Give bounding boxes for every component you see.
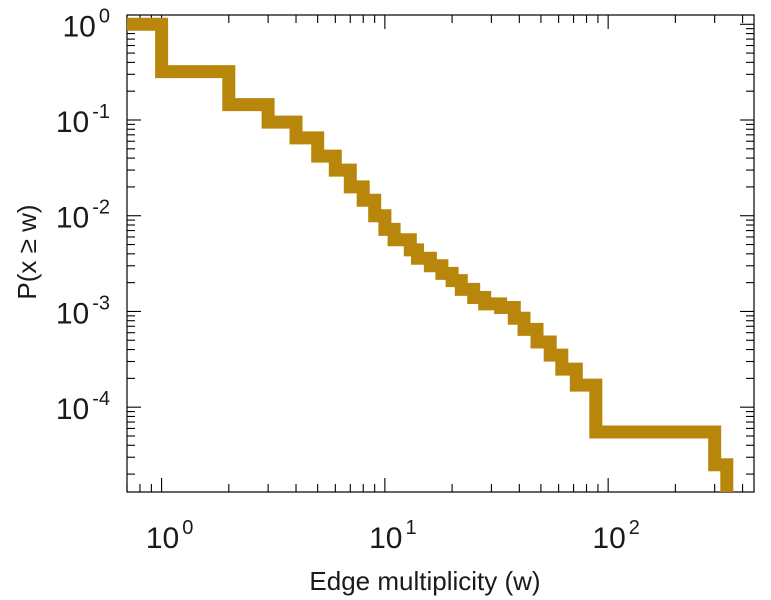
x-tick-label: 10 0 <box>146 517 194 555</box>
series-layer <box>127 17 734 492</box>
y-tick-label: 10 0 <box>63 5 111 43</box>
minor-ticks <box>126 15 754 492</box>
x-tick-label-exponent: 1 <box>405 517 416 539</box>
x-tick-label: 10 2 <box>592 517 640 555</box>
series-line <box>127 17 734 492</box>
y-tick-label-exponent: 0 <box>99 5 110 27</box>
x-tick-label-exponent: 2 <box>629 517 640 539</box>
major-ticks <box>127 15 754 492</box>
plot-frame <box>126 14 755 493</box>
y-tick-label-base: 10 <box>56 393 89 426</box>
y-tick-label-base: 10 <box>56 297 89 330</box>
x-tick-label: 10 1 <box>369 517 417 555</box>
y-tick-label: 10 -3 <box>56 292 110 330</box>
x-tick-label-base: 10 <box>369 522 402 555</box>
x-tick-label-base: 10 <box>592 522 625 555</box>
y-tick-label-base: 10 <box>63 10 96 43</box>
y-tick-label-base: 10 <box>56 202 89 235</box>
y-tick-label-exponent: -4 <box>92 388 110 410</box>
x-axis-label: Edge multiplicity (w) <box>309 566 540 596</box>
y-tick-label-base: 10 <box>56 106 89 139</box>
x-tick-label-exponent: 0 <box>182 517 193 539</box>
y-tick-label: 10 -1 <box>56 101 110 139</box>
y-tick-label-exponent: -3 <box>92 292 110 314</box>
y-axis-label: P(x ≥ w) <box>12 204 42 299</box>
y-tick-label: 10 -2 <box>56 197 110 235</box>
x-tick-label-base: 10 <box>146 522 179 555</box>
y-tick-label: 10 -4 <box>56 388 110 426</box>
y-tick-label-exponent: -2 <box>92 197 110 219</box>
x-tick-labels: 10 0 10 1 10 2 <box>146 517 640 555</box>
y-tick-label-exponent: -1 <box>92 101 110 123</box>
